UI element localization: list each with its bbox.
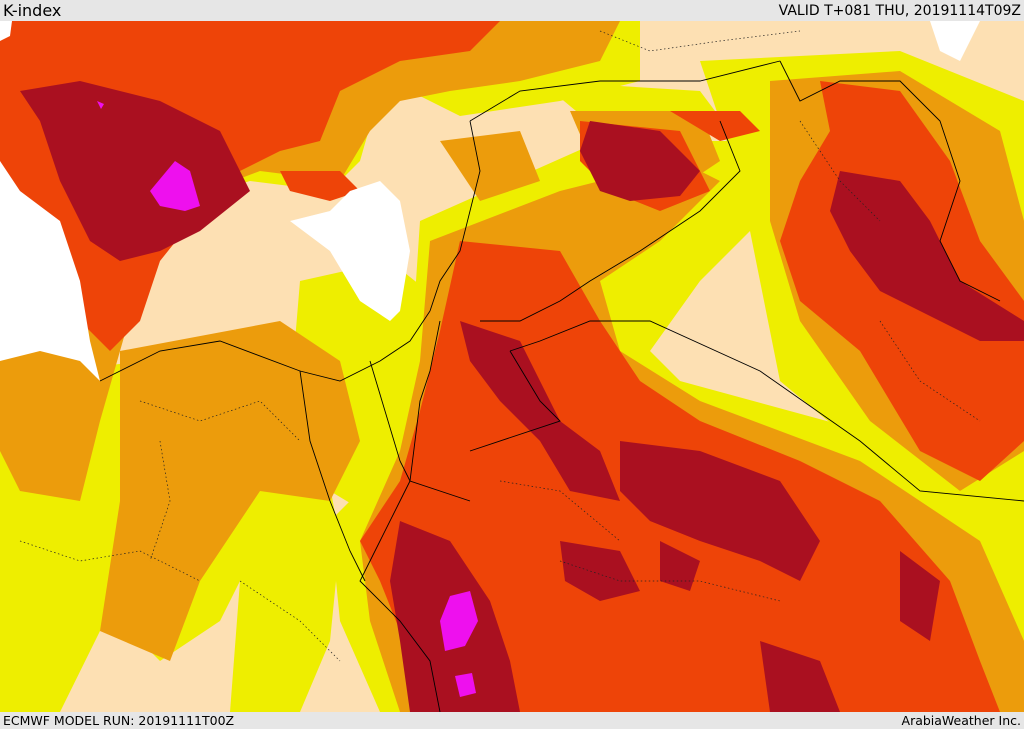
- sea-mask: [0, 21, 980, 381]
- model-run: ECMWF MODEL RUN: 20191111T00Z: [3, 713, 235, 728]
- province-borders: [19, 30, 981, 662]
- credit: ArabiaWeather Inc.: [901, 713, 1021, 728]
- footer-bar: ECMWF MODEL RUN: 20191111T00Z ArabiaWeat…: [0, 712, 1024, 729]
- contour-level-4: [20, 81, 1024, 712]
- valid-time: VALID T+081 THU, 20191114T09Z: [778, 3, 1021, 19]
- map-title: K-index: [3, 1, 62, 20]
- country-borders: [99, 60, 1024, 712]
- k-index-map[interactable]: [0, 21, 1024, 712]
- header-bar: K-index VALID T+081 THU, 20191114T09Z: [0, 0, 1024, 21]
- contour-level-5: [97, 101, 478, 697]
- map-canvas: [0, 21, 1024, 712]
